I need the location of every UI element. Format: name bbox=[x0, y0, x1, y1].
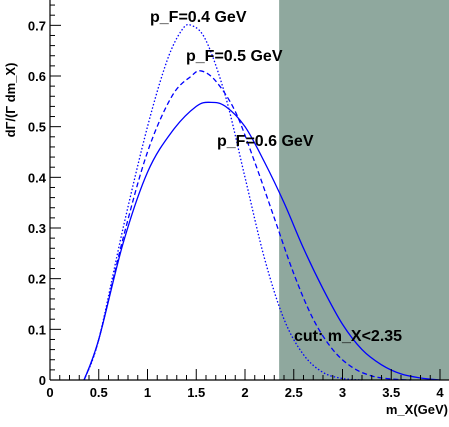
y-tick-label: 0 bbox=[39, 373, 46, 388]
label-pf-04: p_F=0.4 GeV bbox=[150, 9, 247, 26]
label-pf-06: p_F=0.6 GeV bbox=[217, 133, 314, 150]
series-line-2 bbox=[83, 101, 441, 381]
y-tick-label: 0.4 bbox=[28, 170, 47, 185]
cut-region bbox=[279, 0, 449, 380]
cut-label: cut: m_X<2.35 bbox=[294, 328, 402, 345]
curves bbox=[83, 23, 441, 381]
y-tick-label: 0.5 bbox=[28, 120, 46, 135]
axes bbox=[49, 0, 449, 381]
y-tick-label: 0.7 bbox=[28, 18, 46, 33]
x-axis-title: m_X(GeV) bbox=[386, 402, 448, 417]
x-tick-label: 0.5 bbox=[90, 385, 108, 400]
x-tick-label: 2.5 bbox=[285, 385, 303, 400]
x-tick-label: 1.5 bbox=[187, 385, 205, 400]
y-tick-label: 0.6 bbox=[28, 69, 46, 84]
x-tick-label: 3 bbox=[339, 385, 346, 400]
y-ticks: 0 0.1 0.2 0.3 0.4 0.5 0.6 0.7 bbox=[28, 4, 61, 388]
x-tick-label: 0 bbox=[46, 385, 53, 400]
label-pf-05: p_F=0.5 GeV bbox=[186, 48, 283, 65]
y-axis-title: dΓ/(Γ dm_X) bbox=[3, 63, 18, 138]
y-tick-label: 0.1 bbox=[28, 322, 46, 337]
x-ticks: 0 0.5 1 1.5 2 2.5 3 3.5 4 bbox=[46, 369, 444, 400]
y-tick-label: 0.2 bbox=[28, 272, 46, 287]
y-tick-label: 0.3 bbox=[28, 221, 46, 236]
x-tick-label: 4 bbox=[436, 385, 444, 400]
series-line-0 bbox=[83, 23, 363, 381]
x-tick-label: 3.5 bbox=[382, 385, 400, 400]
x-tick-label: 1 bbox=[144, 385, 151, 400]
x-tick-label: 2 bbox=[241, 385, 248, 400]
